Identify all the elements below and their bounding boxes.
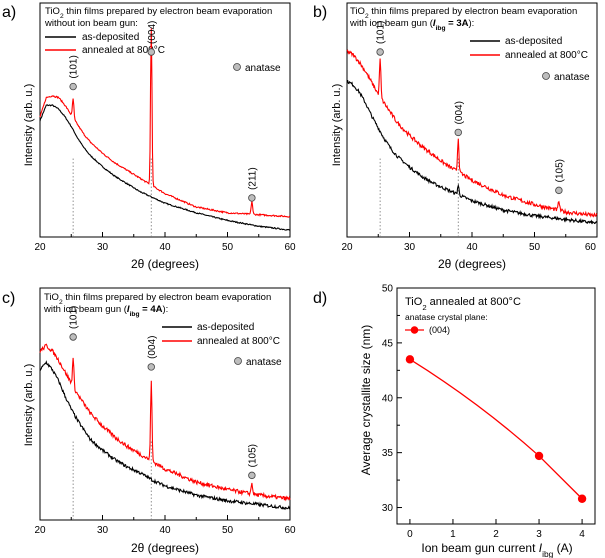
panel-c-title-1: TiO2 thin films prepared by electron bea…: [44, 292, 271, 306]
panel-d-data-point: [405, 355, 415, 364]
panel-d-ytick: 40: [382, 393, 394, 404]
panel-a-peak-label: (004): [147, 21, 158, 44]
panel-c-plot: (101) (004) (105): [39, 306, 291, 520]
panel-a-peak-label: (211): [247, 167, 258, 190]
panel-b-peak-label: (004): [454, 101, 465, 124]
panel-b-title-1: TiO2 thin films prepared by electron bea…: [350, 6, 577, 20]
panel-c-peak-label: (004): [147, 336, 158, 359]
panel-d-xtick: 1: [450, 529, 456, 540]
panel-b-peak-label: (101): [376, 21, 387, 44]
panel-d-xlabel: Ion beam gun current Iibg (A): [421, 541, 572, 558]
panel-c-peak-label: (105): [247, 444, 258, 467]
panel-c-peak-label: (101): [69, 306, 80, 329]
panel-b: b) Intensity (arb. u.) TiO2 thin films p…: [313, 2, 598, 271]
panel-b-xtick: 60: [585, 242, 597, 253]
panel-b-xtick: 20: [341, 242, 353, 253]
panel-c-peak-marker: [147, 363, 155, 371]
panel-c-anatase-marker: [234, 357, 242, 365]
panel-c-xtick: 40: [159, 525, 171, 536]
panel-b-legend-1: as-deposited: [505, 36, 562, 47]
panel-d-ytick: 35: [382, 448, 394, 459]
panel-a-anatase-label: anatase: [245, 63, 281, 74]
panel-a-legend-1: as-deposited: [82, 32, 139, 43]
panel-c-series-as-deposited: [39, 360, 291, 511]
panel-b-label: b): [313, 4, 327, 21]
panel-c-series-annealed: [39, 343, 291, 502]
panel-b-peak-marker: [555, 186, 563, 195]
panel-a-legend-2: annealed at 800°C: [82, 45, 165, 56]
panel-a-series-annealed: [39, 28, 290, 218]
panel-d-ticks: 30 35 40 45 50 0 1 2 3 4: [382, 284, 585, 541]
panel-a-xlabel: 2θ (degrees): [131, 257, 199, 271]
panel-d-legend-item: (004): [429, 325, 450, 335]
panel-d-xtick: 4: [579, 529, 585, 540]
panel-d-plot: [405, 355, 587, 503]
panel-d-legend-title: anatase crystal plane:: [405, 312, 488, 322]
panel-b-series-annealed: [346, 49, 598, 218]
panel-c: c) Intensity (arb. u.) TiO2 thin films p…: [2, 287, 296, 555]
panel-b-peak-marker: [376, 48, 384, 56]
panel-b-xtick: 40: [466, 242, 478, 253]
panel-b-series-as-deposited: [346, 79, 598, 225]
panel-b-anatase-marker: [542, 72, 550, 80]
panel-c-legend-2: annealed at 800°C: [197, 336, 280, 347]
panel-a-anatase-marker: [233, 63, 241, 71]
panel-c-legend-1: as-deposited: [197, 322, 254, 333]
panel-d-title: TiO2 annealed at 800°C: [405, 296, 521, 312]
panel-a-ylabel: Intensity (arb. u.): [23, 84, 35, 167]
panel-d-series-line: [409, 358, 583, 500]
panel-d-data-point: [534, 451, 544, 461]
panel-a-title-1: TiO2 thin films prepared by electron bea…: [45, 6, 272, 20]
panel-b-peak-label: (105): [554, 159, 565, 182]
panel-b-legend-2: annealed at 800°C: [505, 50, 588, 61]
panel-c-xtick: 20: [34, 525, 46, 536]
panel-a-xtick: 60: [284, 242, 296, 253]
panel-a-title-2: without ion beam gun:: [44, 18, 138, 29]
panel-b-peak-marker: [454, 128, 462, 137]
panel-b-ylabel: Intensity (arb. u.): [331, 84, 343, 167]
panel-c-label: c): [2, 290, 15, 307]
panel-a-series-as-deposited: [39, 104, 291, 231]
panel-d-label: d): [313, 290, 327, 307]
panel-a-peak-label: (101): [69, 55, 80, 78]
panel-c-xtick: 60: [284, 525, 296, 536]
panel-a-xtick: 20: [34, 242, 46, 253]
panel-a-peak-marker: [248, 194, 256, 202]
panel-d-ytick: 30: [382, 503, 394, 514]
panel-c-xlabel: 2θ (degrees): [131, 541, 199, 555]
panel-d-legend-marker: [410, 326, 419, 334]
panel-a-peak-marker: [69, 82, 77, 91]
panel-c-anatase-label: anatase: [246, 357, 282, 368]
panel-d-ytick: 45: [382, 338, 394, 349]
panel-d-ylabel: Average crystallite size (nm): [359, 325, 373, 476]
panel-a-xtick: 30: [97, 242, 109, 253]
panel-c-peak-marker: [248, 471, 256, 480]
panel-d-ytick: 50: [382, 284, 394, 295]
panel-d-xtick: 2: [493, 529, 499, 540]
panel-a: a) Intensity (arb. u.) TiO2 thin films p…: [2, 2, 296, 271]
panel-b-xtick: 50: [529, 242, 541, 253]
panel-b-plot: (101) (004) (105): [346, 21, 598, 237]
panel-d-frame: [396, 287, 596, 525]
panel-c-peak-marker: [69, 333, 77, 341]
panel-a-xtick: 50: [222, 242, 234, 253]
panel-d-xtick: 3: [536, 529, 542, 540]
panel-d: d) Average crystallite size (nm) TiO2 an…: [313, 284, 596, 558]
panel-b-xlabel: 2θ (degrees): [438, 257, 506, 271]
panel-c-xtick: 30: [97, 525, 109, 536]
panel-d-data-point: [577, 494, 587, 503]
panel-c-ylabel: Intensity (arb. u.): [23, 364, 35, 447]
panel-a-peak-marker: [147, 48, 155, 56]
panel-a-label: a): [2, 4, 16, 21]
panel-d-xtick: 0: [407, 529, 413, 540]
panel-a-plot: (101) (004) (211): [39, 21, 291, 237]
panel-b-title-2: with ion beam gun (Iibg = 3A):: [349, 18, 474, 32]
panel-c-xtick: 50: [222, 525, 234, 536]
panel-b-anatase-label: anatase: [554, 72, 590, 83]
panel-c-title-2: with ion beam gun (Iibg = 4A):: [43, 304, 168, 318]
panel-b-xtick: 30: [404, 242, 416, 253]
panel-a-xtick: 40: [159, 242, 171, 253]
